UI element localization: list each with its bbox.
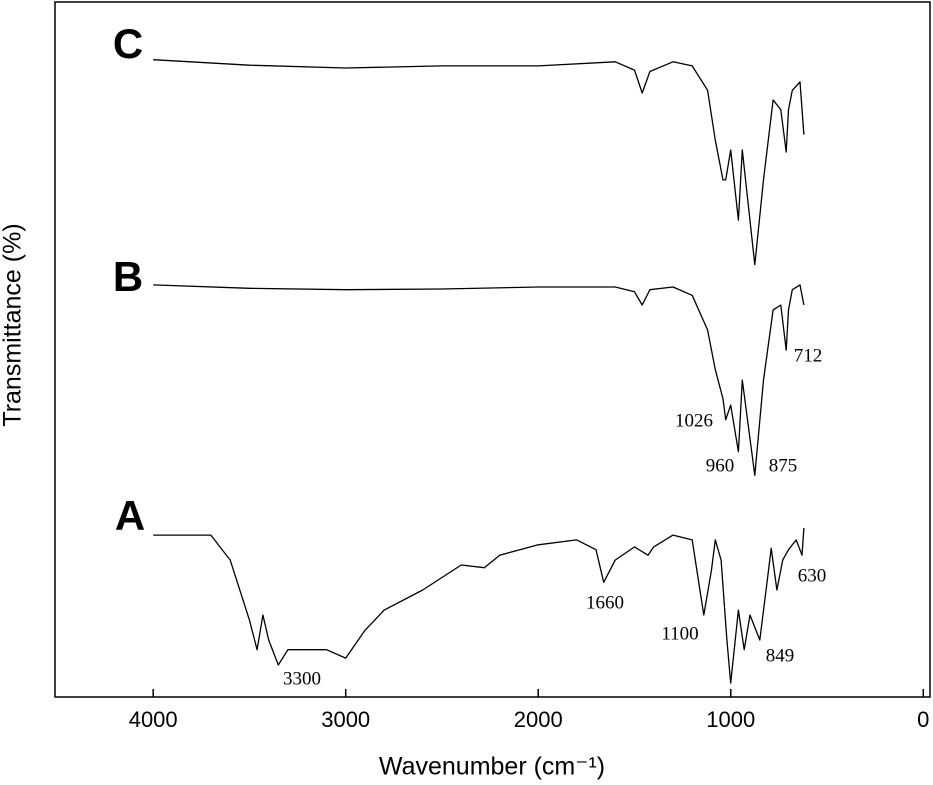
peak-label: 849 (766, 645, 795, 666)
peak-label: 1100 (661, 623, 698, 644)
peak-label: 960 (706, 455, 735, 476)
peak-label: 630 (798, 565, 827, 586)
y-axis-label: Transmittance (%) (0, 223, 27, 426)
series-label: A (115, 492, 145, 539)
peak-label: 875 (769, 455, 798, 476)
peak-label: 1026 (675, 410, 713, 431)
x-tick-label: 3000 (321, 707, 370, 732)
x-tick-label: 2000 (514, 707, 563, 732)
peak-label: 712 (794, 345, 823, 366)
plot-frame (54, 1, 931, 698)
peak-label: 3300 (283, 668, 321, 689)
spectrum-line (153, 59, 805, 266)
spectrum-line (153, 284, 805, 476)
peak-label: 1660 (586, 592, 624, 613)
x-tick-label: 0 (917, 707, 929, 732)
x-tick-label: 4000 (129, 707, 178, 732)
spectrum-line (153, 528, 805, 684)
series-label: B (113, 253, 143, 300)
x-tick-label: 1000 (706, 707, 755, 732)
series-label: C (113, 20, 143, 67)
x-axis-label: Wavenumber (cm⁻¹) (379, 753, 605, 781)
